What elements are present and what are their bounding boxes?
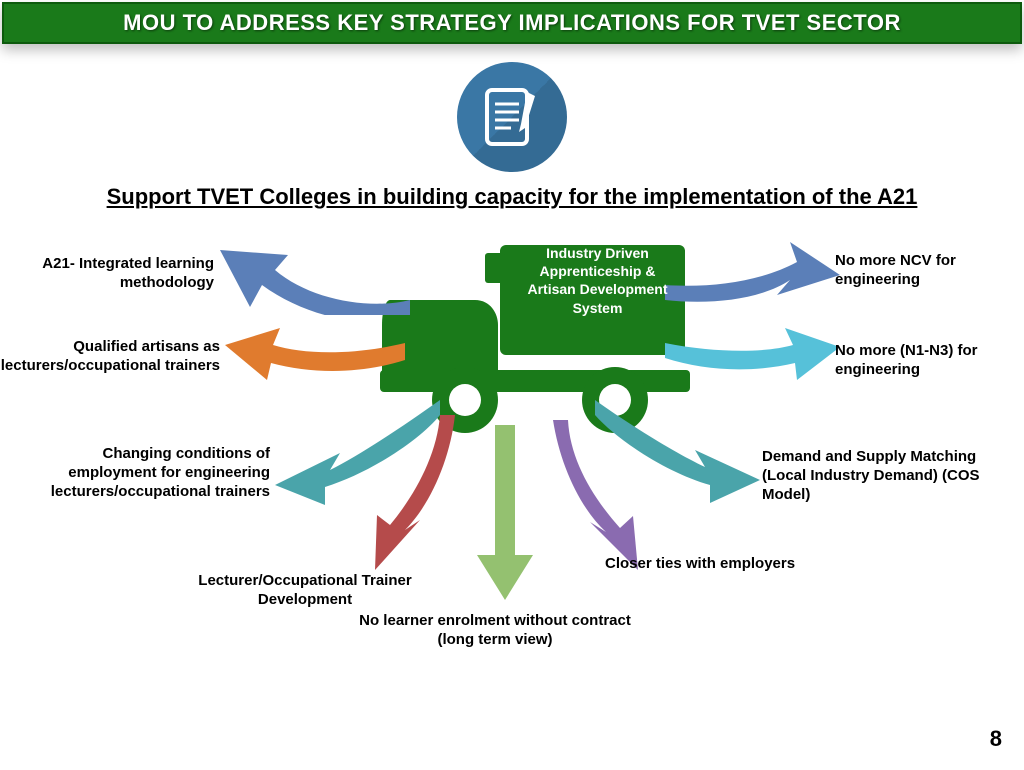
- arrow-label-a3: Changing conditions of employment for en…: [30, 445, 270, 501]
- arrow-label-a1: A21- Integrated learning methodology: [14, 255, 214, 293]
- arrow-a8: [665, 325, 840, 395]
- subtitle: Support TVET Colleges in building capaci…: [20, 184, 1004, 210]
- page-number: 8: [990, 726, 1002, 752]
- arrow-a9: [665, 240, 840, 315]
- arrow-label-a7: Demand and Supply Matching (Local Indust…: [762, 448, 992, 504]
- title-bar: MOU TO ADDRESS KEY STRATEGY IMPLICATIONS…: [2, 2, 1022, 44]
- arrow-a4: [365, 415, 475, 570]
- arrow-label-a4: Lecturer/Occupational Trainer Developmen…: [195, 572, 415, 610]
- diagram-stage: Industry Driven Apprenticeship & Artisan…: [0, 220, 1024, 740]
- arrow-a1: [220, 225, 410, 315]
- arrow-label-a6: Closer ties with employers: [605, 555, 885, 574]
- center-label: Industry Driven Apprenticeship & Artisan…: [520, 244, 675, 317]
- arrow-a7: [595, 395, 760, 510]
- arrow-a2: [225, 325, 405, 395]
- arrow-label-a2: Qualified artisans as lecturers/occupati…: [0, 338, 220, 376]
- arrow-label-a5: No learner enrolment without contract (l…: [355, 612, 635, 650]
- arrow-label-a8: No more (N1-N3) for engineering: [835, 342, 1005, 380]
- page-title: MOU TO ADDRESS KEY STRATEGY IMPLICATIONS…: [16, 10, 1008, 36]
- arrow-label-a9: No more NCV for engineering: [835, 252, 1005, 290]
- arrow-a5: [475, 425, 535, 600]
- notepad-icon: [457, 62, 567, 172]
